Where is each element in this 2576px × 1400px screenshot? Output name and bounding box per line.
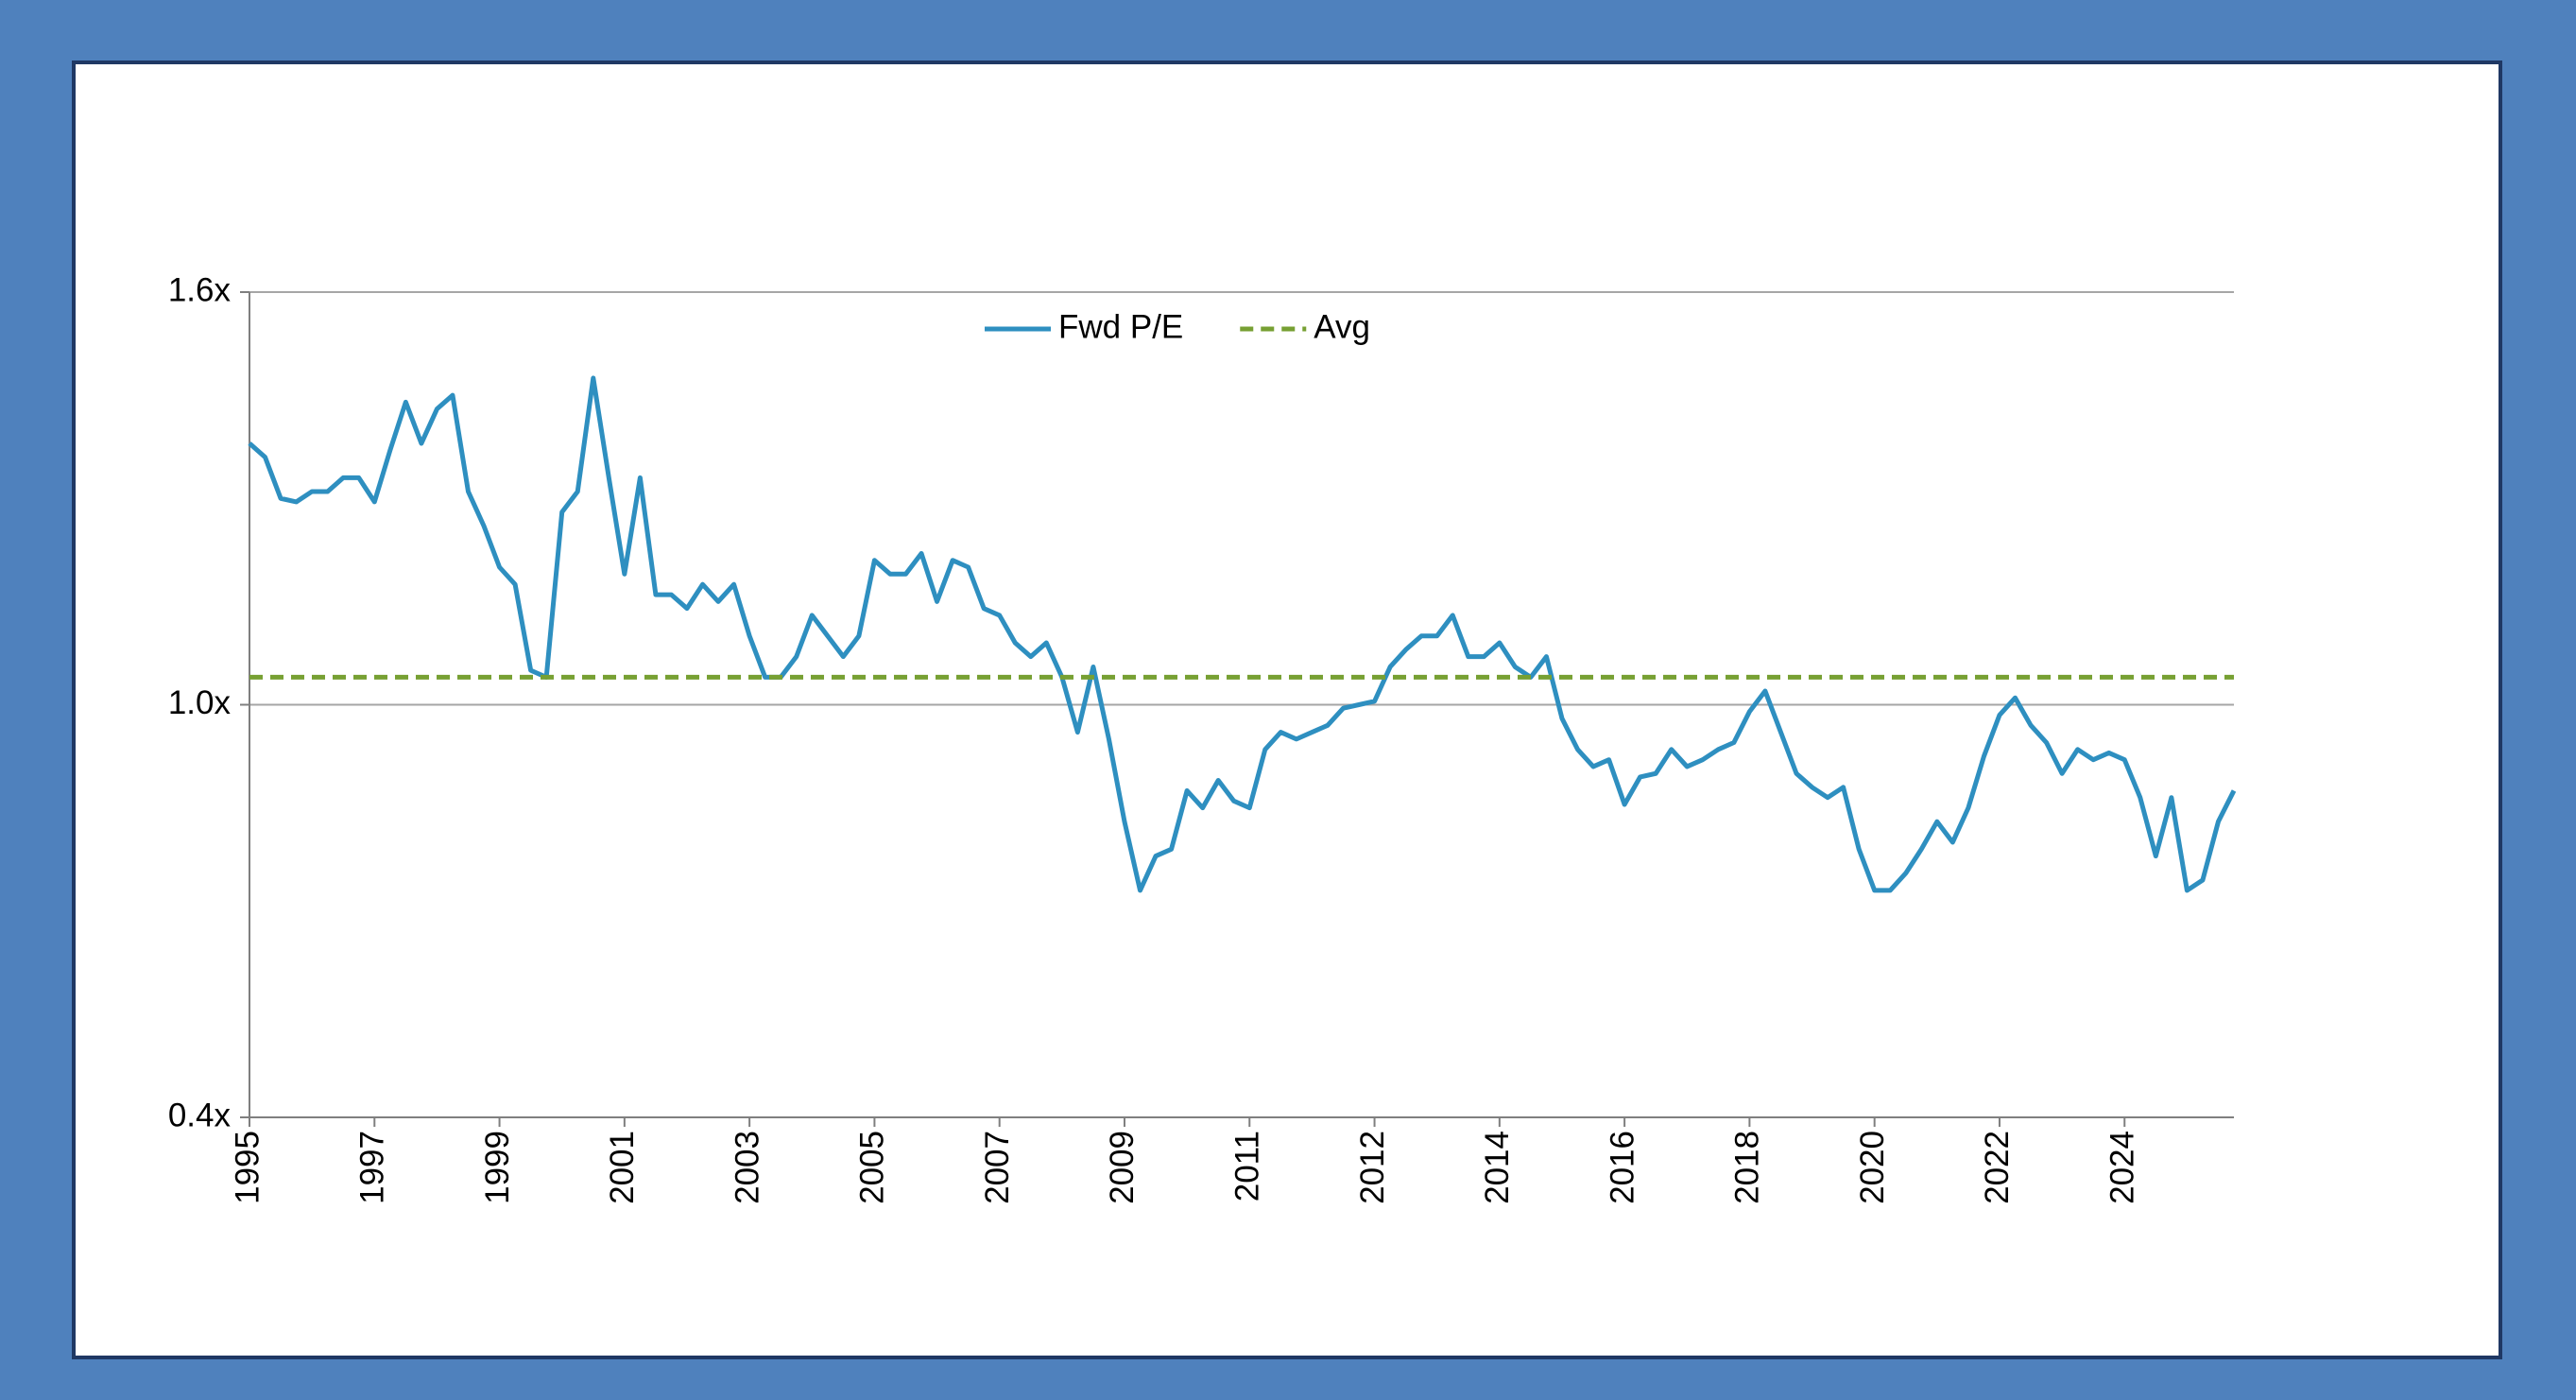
y-tick-label: 1.6x — [168, 271, 232, 308]
x-tick-label: 2024 — [2104, 1131, 2141, 1204]
x-tick-label: 2009 — [1104, 1131, 1141, 1204]
x-tick-label: 1995 — [229, 1131, 266, 1204]
x-tick-label: 2016 — [1604, 1131, 1640, 1204]
x-tick-label: 1997 — [354, 1131, 391, 1204]
legend-label: Fwd P/E — [1058, 308, 1183, 345]
x-tick-label: 2020 — [1854, 1131, 1891, 1204]
x-tick-label: 2011 — [1229, 1131, 1266, 1201]
x-tick-label: 1999 — [479, 1131, 516, 1204]
x-tick-label: 2003 — [729, 1131, 765, 1204]
x-tick-label: 2022 — [1979, 1131, 2016, 1204]
data-line — [248, 375, 2237, 893]
x-tick-label: 2018 — [1729, 1131, 1766, 1204]
y-tick-label: 1.0x — [168, 684, 232, 721]
legend-label: Avg — [1314, 308, 1370, 345]
panel — [72, 60, 2502, 1359]
x-tick-label: 2001 — [604, 1131, 641, 1204]
x-tick-label: 2014 — [1479, 1131, 1516, 1204]
x-tick-label: 2007 — [979, 1131, 1016, 1204]
x-tick-label: 2012 — [1354, 1131, 1391, 1204]
x-tick-label: 2005 — [854, 1131, 891, 1204]
y-tick-label: 0.4x — [168, 1097, 232, 1133]
